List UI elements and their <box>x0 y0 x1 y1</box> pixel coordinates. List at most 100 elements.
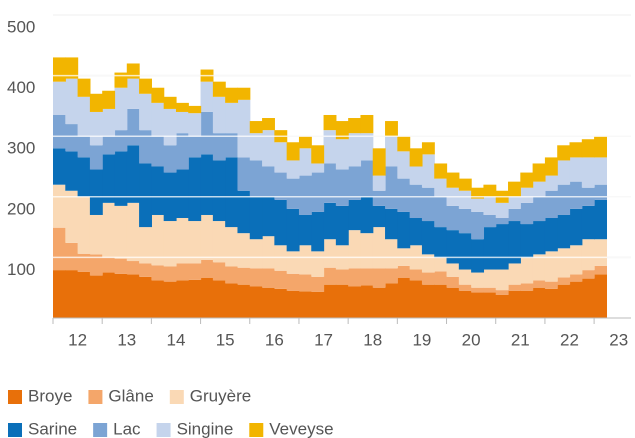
area-step <box>286 251 300 274</box>
area-step <box>274 199 288 246</box>
area-step <box>471 287 485 293</box>
area-step <box>594 136 608 158</box>
legend-swatch <box>88 390 103 404</box>
area-step <box>372 205 386 228</box>
area-step <box>163 266 177 282</box>
area-step <box>262 287 275 318</box>
area-step <box>163 96 177 109</box>
legend-label: Lac <box>113 419 141 438</box>
area-step <box>262 268 275 288</box>
area-step <box>212 81 226 97</box>
area-step <box>557 145 571 161</box>
area-step <box>188 279 202 318</box>
area-step <box>434 178 448 197</box>
area-step <box>237 284 251 318</box>
area-step <box>544 157 558 176</box>
area-step <box>225 157 239 228</box>
area-step <box>298 136 312 149</box>
area-step <box>286 142 300 161</box>
area-step <box>458 208 472 234</box>
area-step <box>446 205 460 231</box>
area-step <box>372 148 386 176</box>
area-step <box>471 292 485 318</box>
area-step <box>53 227 66 271</box>
area-step <box>311 276 325 292</box>
area-step <box>544 175 558 191</box>
area-step <box>249 268 263 287</box>
area-step <box>65 124 79 152</box>
area-step <box>335 169 349 206</box>
area-step <box>237 190 251 234</box>
area-step <box>175 218 189 264</box>
area-step <box>225 283 239 318</box>
area-step <box>126 261 140 275</box>
area-step <box>200 259 214 279</box>
area-step <box>77 96 91 137</box>
area-step <box>225 266 239 284</box>
area-step <box>594 199 608 240</box>
area-step <box>557 214 571 249</box>
area-step <box>385 239 398 269</box>
area-step <box>139 93 152 131</box>
area-step <box>126 63 140 79</box>
area-step <box>323 114 337 131</box>
area-step <box>385 166 398 209</box>
area-step <box>114 87 128 131</box>
area-step <box>532 181 546 197</box>
area-step <box>212 221 226 263</box>
area-step <box>385 283 398 318</box>
area-step <box>434 257 448 272</box>
area-step <box>495 202 509 219</box>
area-step <box>544 251 558 282</box>
y-tick-label: 300 <box>7 139 35 158</box>
area-step <box>225 133 239 158</box>
area-step <box>520 257 534 284</box>
area-step <box>348 268 362 287</box>
area-step <box>495 269 509 291</box>
area-step <box>102 272 116 318</box>
area-step <box>569 157 583 182</box>
area-step <box>311 251 325 277</box>
area-step <box>262 166 275 197</box>
area-step <box>114 205 128 259</box>
area-step <box>151 87 165 103</box>
area-step <box>53 148 66 185</box>
area-step <box>508 221 521 264</box>
area-step <box>298 148 312 176</box>
area-step <box>323 267 337 285</box>
area-step <box>102 90 116 109</box>
area-step <box>557 277 571 285</box>
area-step <box>581 157 595 188</box>
area-step <box>532 196 546 222</box>
area-step <box>102 136 116 155</box>
area-step <box>89 111 103 146</box>
y-tick-label: 500 <box>7 17 35 36</box>
area-step <box>569 274 583 282</box>
area-step <box>446 287 460 318</box>
area-step <box>102 154 116 203</box>
area-step <box>53 81 66 115</box>
area-step <box>483 269 497 288</box>
area-step <box>520 290 534 318</box>
area-step <box>335 284 349 318</box>
area-step <box>102 202 116 258</box>
area-step <box>520 187 534 203</box>
area-step <box>372 268 386 288</box>
area-step <box>409 269 423 281</box>
area-step <box>212 160 226 222</box>
area-step <box>89 93 103 112</box>
area-step <box>65 270 79 318</box>
area-step <box>237 267 251 285</box>
area-step <box>262 196 275 237</box>
area-step <box>409 166 423 185</box>
area-step <box>126 78 140 109</box>
area-step <box>434 163 448 179</box>
area-step <box>102 108 116 137</box>
area-step <box>89 275 103 318</box>
area-step <box>594 157 608 185</box>
area-step <box>372 190 386 206</box>
area-step <box>65 57 79 79</box>
x-tick-label: 12 <box>68 330 87 349</box>
area-step <box>237 87 251 100</box>
